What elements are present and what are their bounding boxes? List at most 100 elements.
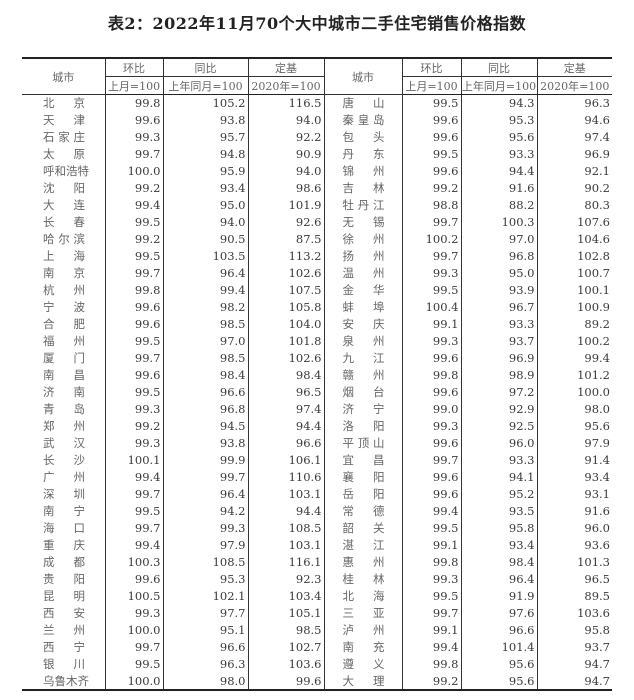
table-row: 重庆 99.4 97.9 103.1 湛江 99.1 93.4 93.6 <box>22 536 612 554</box>
mom-value: 99.5 <box>104 332 163 350</box>
header-city: 城市 <box>22 58 105 95</box>
mom-value: 98.8 <box>401 196 461 214</box>
city-name: 泸州 <box>342 623 385 637</box>
city-cell: 无锡 <box>323 213 402 231</box>
city-cell: 洛阳 <box>323 417 402 435</box>
city-name: 遵义 <box>342 657 385 671</box>
header-mom-right: 环比 <box>401 58 461 77</box>
city-name: 厦门 <box>43 351 85 365</box>
header-mom: 环比 <box>104 58 163 77</box>
city-name: 南充 <box>342 640 385 654</box>
fixed-value: 108.5 <box>247 519 324 537</box>
mom-value: 99.5 <box>104 502 163 520</box>
table-row: 石家庄 99.3 95.7 92.2 包头 99.6 95.6 97.4 <box>22 128 612 146</box>
mom-value: 99.6 <box>401 111 461 129</box>
fixed-value: 98.5 <box>247 621 324 639</box>
fixed-value: 96.3 <box>536 94 612 112</box>
yoy-value: 93.3 <box>460 315 537 333</box>
mom-value: 99.7 <box>401 247 461 265</box>
fixed-value: 113.2 <box>247 247 324 265</box>
fixed-value: 90.2 <box>536 179 612 197</box>
mom-value: 99.5 <box>104 213 163 231</box>
fixed-value: 92.2 <box>247 128 324 146</box>
fixed-value: 105.1 <box>247 604 324 622</box>
mom-value: 99.7 <box>104 264 163 282</box>
yoy-value: 97.2 <box>460 383 537 401</box>
city-name: 郑州 <box>43 419 85 433</box>
table-row: 南京 99.7 96.4 102.6 温州 99.3 95.0 100.7 <box>22 264 612 282</box>
city-name: 无锡 <box>342 215 385 229</box>
header-yoy-base-right: 上年同月=100 <box>460 76 537 95</box>
yoy-value: 93.4 <box>460 536 537 554</box>
yoy-value: 97.0 <box>460 230 537 248</box>
city-name: 深圳 <box>43 487 85 501</box>
mom-value: 100.1 <box>104 451 163 469</box>
mom-value: 99.6 <box>104 298 163 316</box>
mom-value: 99.3 <box>401 264 461 282</box>
table-row: 太原 99.7 94.8 90.9 丹东 99.5 93.3 96.9 <box>22 145 612 163</box>
fixed-value: 87.5 <box>247 230 324 248</box>
fixed-value: 94.0 <box>247 111 324 129</box>
mom-value: 99.6 <box>401 434 461 452</box>
city-cell: 兰州 <box>22 622 105 639</box>
city-cell: 长春 <box>22 214 105 231</box>
city-cell: 安庆 <box>323 315 402 333</box>
mom-value: 99.7 <box>401 451 461 469</box>
mom-value: 99.0 <box>401 400 461 418</box>
city-name: 丹东 <box>342 147 385 161</box>
city-name: 南昌 <box>43 368 85 382</box>
city-name: 济南 <box>43 385 85 399</box>
mom-value: 99.2 <box>104 230 163 248</box>
yoy-value: 96.4 <box>460 570 537 588</box>
city-name: 安庆 <box>342 317 385 331</box>
mom-value: 99.3 <box>401 417 461 435</box>
mom-value: 99.3 <box>104 434 163 452</box>
city-name: 北海 <box>342 589 385 603</box>
city-cell: 大连 <box>22 197 105 214</box>
mom-value: 99.4 <box>104 536 163 554</box>
city-cell: 合肥 <box>22 316 105 333</box>
yoy-value: 95.2 <box>460 485 537 503</box>
fixed-value: 99.6 <box>247 672 324 690</box>
header-city-right: 城市 <box>323 58 402 95</box>
yoy-value: 95.3 <box>162 570 248 588</box>
mom-value: 100.3 <box>104 553 163 571</box>
city-cell: 西宁 <box>22 639 105 656</box>
city-name: 重庆 <box>43 538 85 552</box>
fixed-value: 103.6 <box>536 604 612 622</box>
yoy-value: 93.3 <box>460 145 537 163</box>
city-name: 长沙 <box>43 453 85 467</box>
mom-value: 99.3 <box>104 128 163 146</box>
mom-value: 99.7 <box>104 519 163 537</box>
mom-value: 100.0 <box>104 162 163 180</box>
fixed-value: 96.9 <box>536 145 612 163</box>
yoy-value: 96.0 <box>460 434 537 452</box>
mom-value: 99.5 <box>104 655 163 673</box>
city-cell: 呼和浩特 <box>22 163 105 180</box>
mom-value: 99.7 <box>104 349 163 367</box>
table-row: 青岛 99.3 96.8 97.4 济宁 99.0 92.9 98.0 <box>22 400 612 418</box>
city-name: 沈阳 <box>43 181 85 195</box>
yoy-value: 95.9 <box>162 162 248 180</box>
table-row: 武汉 99.3 93.8 96.6 平顶山 99.6 96.0 97.9 <box>22 434 612 452</box>
table-row: 大连 99.4 95.0 101.9 牡丹江 98.8 88.2 80.3 <box>22 196 612 214</box>
city-cell: 遵义 <box>323 655 402 673</box>
fixed-value: 105.8 <box>247 298 324 316</box>
mom-value: 100.0 <box>104 672 163 690</box>
city-cell: 赣州 <box>323 366 402 384</box>
city-name: 呼和浩特 <box>43 164 89 178</box>
yoy-value: 102.1 <box>162 587 248 605</box>
yoy-value: 97.7 <box>162 604 248 622</box>
city-name: 西安 <box>43 606 85 620</box>
yoy-value: 96.9 <box>460 349 537 367</box>
mom-value: 99.8 <box>104 281 163 299</box>
mom-value: 99.4 <box>401 638 461 656</box>
mom-value: 99.2 <box>104 179 163 197</box>
city-cell: 南昌 <box>22 367 105 384</box>
mom-value: 99.2 <box>401 672 461 690</box>
table-row: 西安 99.3 97.7 105.1 三亚 99.7 97.6 103.6 <box>22 604 612 622</box>
fixed-value: 95.6 <box>536 417 612 435</box>
mom-value: 99.6 <box>401 349 461 367</box>
fixed-value: 100.2 <box>536 332 612 350</box>
city-name: 济宁 <box>342 402 385 416</box>
